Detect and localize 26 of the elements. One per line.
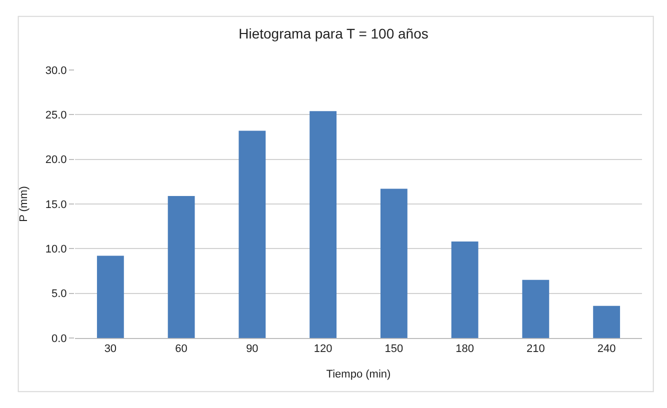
- bar: [380, 188, 408, 338]
- x-tick-label: 90: [246, 343, 258, 356]
- x-tick-label: 120: [314, 343, 332, 356]
- y-axis-title: P (mm): [18, 186, 30, 222]
- chart-title: Hietograma para T = 100 años: [238, 25, 428, 42]
- x-tick-label: 180: [456, 343, 474, 356]
- y-tick-label: 20.0: [45, 154, 67, 166]
- bar: [168, 196, 195, 338]
- x-tick-label: 240: [597, 343, 616, 356]
- y-tick-label: 5.0: [52, 288, 67, 300]
- bar: [310, 111, 337, 338]
- bar: [593, 306, 620, 338]
- x-tick-label: 150: [384, 343, 404, 356]
- y-tick-label: 0.0: [52, 332, 67, 345]
- bar: [451, 242, 478, 338]
- bar: [238, 130, 266, 338]
- y-tick-label: 10.0: [45, 244, 67, 256]
- y-tick-label: 30.0: [45, 64, 67, 77]
- x-tick-label: 210: [526, 343, 545, 356]
- y-tick-label: 15.0: [45, 198, 67, 211]
- x-tick-label: 60: [175, 343, 188, 356]
- y-tick-label: 25.0: [45, 110, 67, 122]
- x-axis-title: Tiempo (min): [326, 368, 391, 380]
- bar: [96, 256, 124, 338]
- x-tick-label: 30: [104, 343, 117, 356]
- bar: [522, 280, 550, 338]
